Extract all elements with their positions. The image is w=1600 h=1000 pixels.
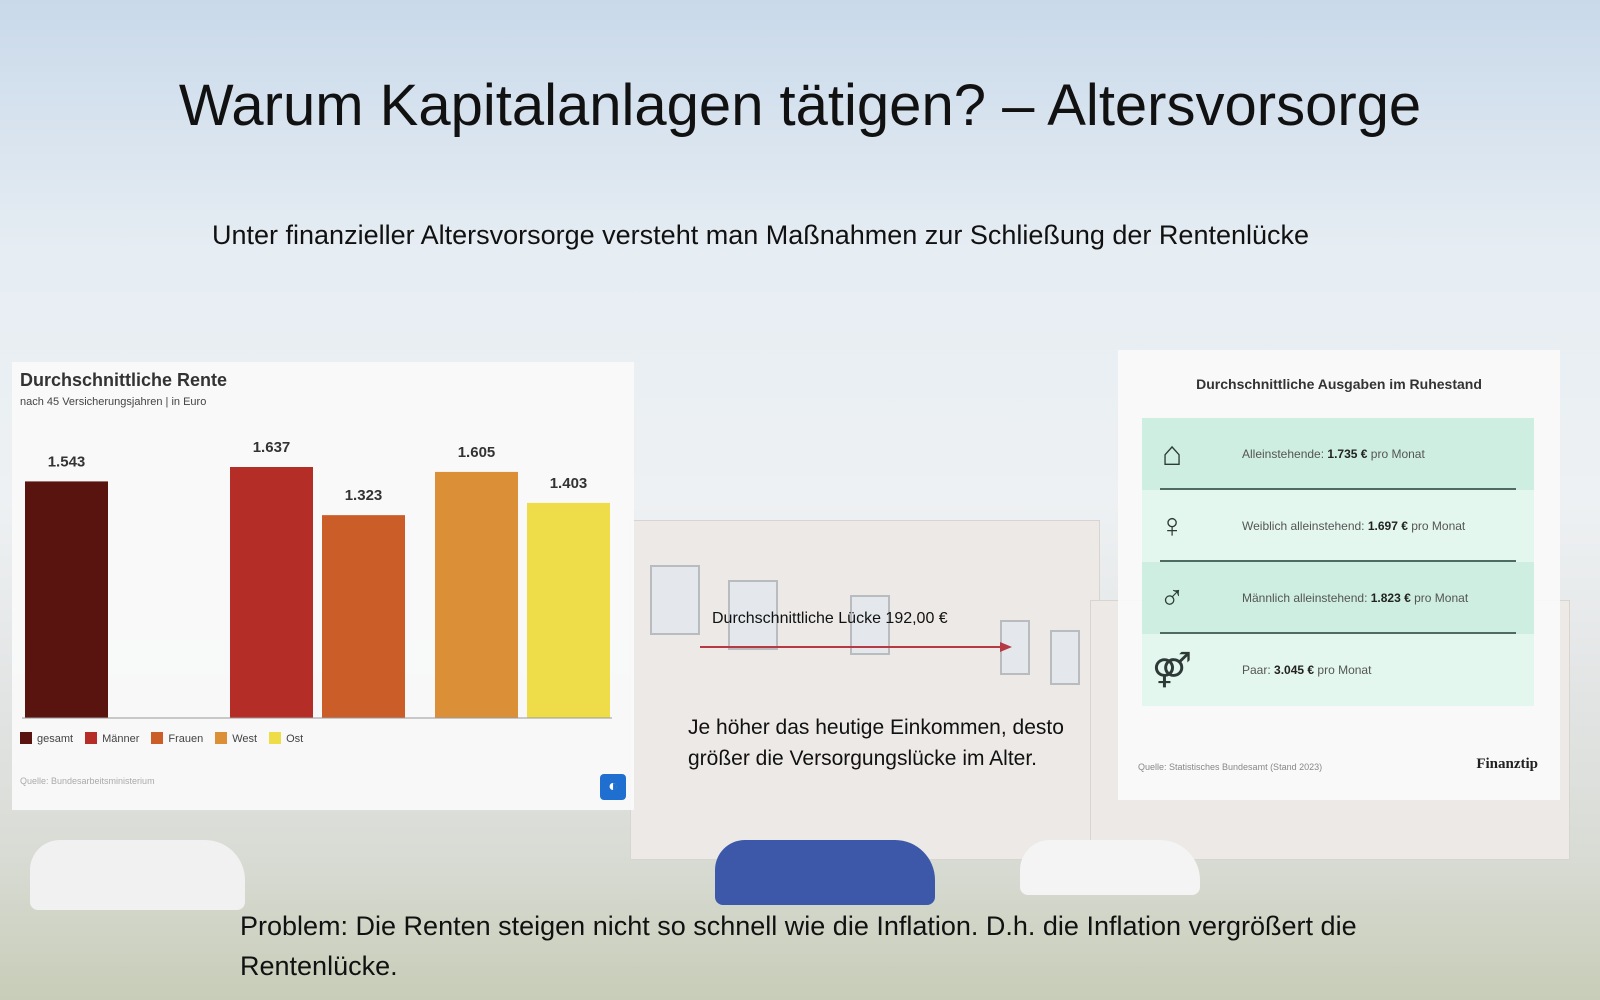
divider xyxy=(1160,632,1516,634)
legend-label: Ost xyxy=(286,733,304,745)
gap-label: Durchschnittliche Lücke 192,00 € xyxy=(712,610,948,627)
problem-statement: Problem: Die Renten steigen nicht so sch… xyxy=(240,911,1357,981)
legend-label: West xyxy=(232,733,258,745)
house-person-icon: ⌂ xyxy=(1161,434,1183,473)
legend-swatch xyxy=(20,732,32,744)
finanztip-logo: Finanztip xyxy=(1476,756,1538,772)
bar-value-label: 1.323 xyxy=(345,487,383,504)
window xyxy=(850,595,890,655)
bar-2 xyxy=(322,515,405,718)
man-icon: ♂ xyxy=(1159,578,1185,617)
gap-arrow-icon xyxy=(700,642,1012,652)
legend-label: Frauen xyxy=(168,733,204,745)
expense-row: ⚤ Paar: 3.045 € pro Monat xyxy=(1142,634,1534,706)
chart-subtitle: nach 45 Versicherungsjahren | in Euro xyxy=(20,396,207,408)
expense-text: Paar: 3.045 € pro Monat xyxy=(1242,663,1372,677)
legend-label: gesamt xyxy=(37,733,74,745)
expenses-title: Durchschnittliche Ausgaben im Ruhestand xyxy=(1196,376,1482,392)
bar-3 xyxy=(435,471,518,718)
bar-1 xyxy=(230,467,313,718)
legend-swatch xyxy=(215,732,228,744)
chart-source: Quelle: Bundesarbeitsministerium xyxy=(20,776,155,786)
background-building xyxy=(630,520,1100,860)
legend-item: West xyxy=(215,732,257,745)
window xyxy=(650,565,700,635)
bar-value-label: 1.543 xyxy=(48,453,86,470)
legend-item: gesamt xyxy=(20,732,73,745)
car xyxy=(1020,840,1200,895)
slide-title: Warum Kapitalanlagen tätigen? – Altersvo… xyxy=(178,73,1422,138)
legend-item: Männer xyxy=(85,732,139,745)
bar-value-label: 1.637 xyxy=(253,439,291,456)
divider xyxy=(1160,488,1516,490)
pension-bar-chart: 1.543 1.637 1.323 1.605 1.403 xyxy=(22,439,612,719)
income-note: Je höher das heutige Einkommen, desto gr… xyxy=(688,716,1064,770)
tagesschau-logo-icon: ◐ xyxy=(600,774,626,800)
bar-4 xyxy=(527,502,610,718)
legend-label: Männer xyxy=(102,733,140,745)
expense-text: Weiblich alleinstehend: 1.697 € pro Mona… xyxy=(1242,519,1466,533)
expenses-card: Durchschnittliche Ausgaben im Ruhestand … xyxy=(1118,350,1560,800)
window xyxy=(728,580,778,650)
pension-chart-card: 1.543 1.637 1.323 1.605 1.403 Durchschnittli… xyxy=(12,362,634,810)
legend-item: Frauen xyxy=(151,732,203,745)
legend-swatch xyxy=(85,732,98,744)
slide-subtitle: Unter finanzieller Altersvorsorge verste… xyxy=(212,220,1310,250)
expense-text: Männlich alleinstehend: 1.823 € pro Mona… xyxy=(1242,591,1469,605)
car xyxy=(30,840,245,910)
expense-row: ⌂ Alleinstehende: 1.735 € pro Monat xyxy=(1142,418,1534,490)
legend-item: Ost xyxy=(269,732,303,745)
expense-text: Alleinstehende: 1.735 € pro Monat xyxy=(1242,447,1425,461)
chart-legend: gesamt Männer Frauen West Ost xyxy=(20,732,303,745)
car xyxy=(715,840,935,905)
chart-title: Durchschnittliche Rente xyxy=(20,370,228,390)
legend-swatch xyxy=(269,732,282,744)
window xyxy=(1050,630,1080,685)
divider xyxy=(1160,560,1516,562)
legend-swatch xyxy=(151,732,164,744)
bar-value-label: 1.605 xyxy=(458,444,496,461)
woman-icon: ♀ xyxy=(1159,506,1185,545)
bar-0 xyxy=(25,481,108,718)
couple-icon: ⚤ xyxy=(1152,651,1192,689)
expense-row: ♀ Weiblich alleinstehend: 1.697 € pro Mo… xyxy=(1142,490,1534,562)
expense-row: ♂ Männlich alleinstehend: 1.823 € pro Mo… xyxy=(1142,562,1534,634)
bar-value-label: 1.403 xyxy=(550,475,588,492)
expenses-source: Quelle: Statistisches Bundesamt (Stand 2… xyxy=(1138,762,1323,772)
